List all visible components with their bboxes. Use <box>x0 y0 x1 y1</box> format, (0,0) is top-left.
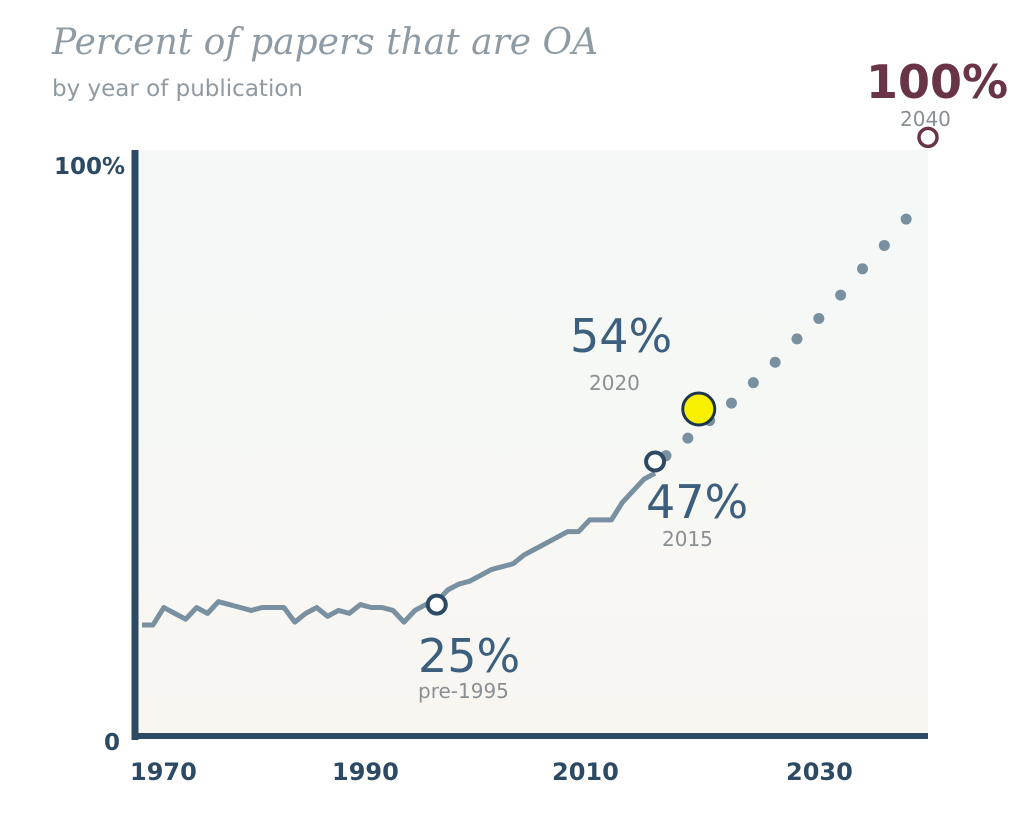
label-2040-pct: 100% <box>866 55 1008 109</box>
milestone-point-marker <box>425 593 448 616</box>
x-tick-label-2010: 2010 <box>552 758 619 786</box>
y-tick-label-0: 0 <box>104 730 120 756</box>
y-tick-label-100: 100% <box>54 154 125 180</box>
label-2015-pct: 47% <box>646 475 748 529</box>
projection-dot <box>857 263 868 275</box>
projection-dot <box>900 213 912 225</box>
chart-title: Percent of papers that are OA <box>51 22 598 63</box>
x-tick-label-2030: 2030 <box>786 758 853 786</box>
label-pre1995-sub: pre-1995 <box>418 679 509 703</box>
label-2015-sub: 2015 <box>662 527 713 551</box>
x-tick-label-1970: 1970 <box>130 758 197 786</box>
plot-background <box>138 150 928 736</box>
x-tick-label-1990: 1990 <box>332 758 399 786</box>
milestone-point-marker <box>644 450 667 473</box>
label-pre1995-pct: 25% <box>418 629 520 683</box>
projection-dot <box>878 239 890 251</box>
highlight-point-marker <box>681 391 717 427</box>
projection-dot <box>726 397 737 409</box>
chart-subtitle: by year of publication <box>52 76 303 102</box>
projection-dot <box>747 377 759 389</box>
target-point-marker <box>917 126 939 149</box>
projection-dot <box>835 289 847 301</box>
label-2020-pct: 54% <box>570 309 672 363</box>
projection-dot <box>791 333 803 345</box>
series-line-observed <box>142 470 657 628</box>
projection-dot <box>769 356 781 368</box>
label-2040-sub: 2040 <box>900 107 951 131</box>
projection-dot <box>813 312 825 324</box>
projection-dot <box>682 432 694 444</box>
label-2020-sub: 2020 <box>589 371 640 395</box>
